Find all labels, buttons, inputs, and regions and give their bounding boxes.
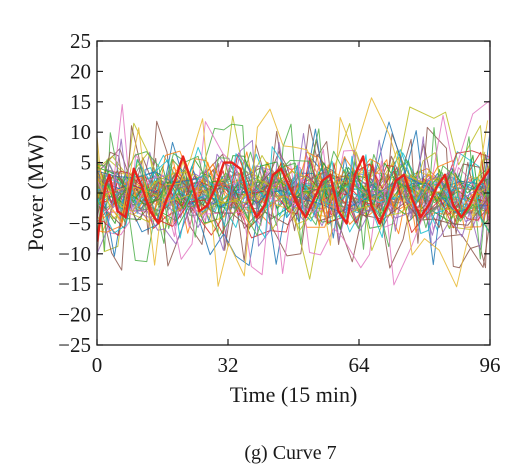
x-axis-title: Time (15 min) [230, 382, 358, 407]
y-axis-title: Power (MW) [23, 135, 48, 252]
figure-caption: (g) Curve 7 [244, 442, 336, 464]
background-series-line [97, 120, 490, 271]
y-axis-ticks: −25 −20 −15 −10 −5 0 5 10 15 20 25 [58, 29, 490, 357]
y-tick-label: 15 [70, 90, 91, 114]
y-tick-label: −25 [58, 333, 91, 357]
y-tick-label: 10 [70, 120, 91, 144]
y-tick-label: 20 [70, 59, 91, 83]
highlight-series-line [97, 155, 490, 242]
y-tick-label: −10 [58, 242, 91, 266]
y-tick-label: −15 [58, 272, 91, 296]
background-series-line [97, 151, 490, 237]
y-tick-label: 5 [81, 151, 92, 175]
background-series-line [97, 139, 490, 269]
series-layer [97, 97, 490, 288]
y-tick-label: −20 [58, 303, 91, 327]
x-tick-label: 0 [92, 353, 103, 377]
background-series-line [97, 133, 490, 254]
background-series-line [97, 150, 490, 237]
background-series-line [97, 97, 489, 288]
background-series-line [97, 163, 490, 224]
x-tick-label: 32 [218, 353, 239, 377]
x-tick-label: 64 [349, 353, 371, 377]
background-series-line [97, 175, 490, 215]
y-tick-label: 0 [81, 181, 92, 205]
y-tick-label: 25 [70, 29, 91, 53]
x-axis-ticks: 0 32 64 96 [92, 41, 501, 377]
plot-area: 0 32 64 96 −25 −20 −15 −10 −5 0 5 10 15 20 25 [58, 29, 500, 377]
y-tick-label: −5 [69, 211, 91, 235]
x-tick-label: 96 [480, 353, 501, 377]
